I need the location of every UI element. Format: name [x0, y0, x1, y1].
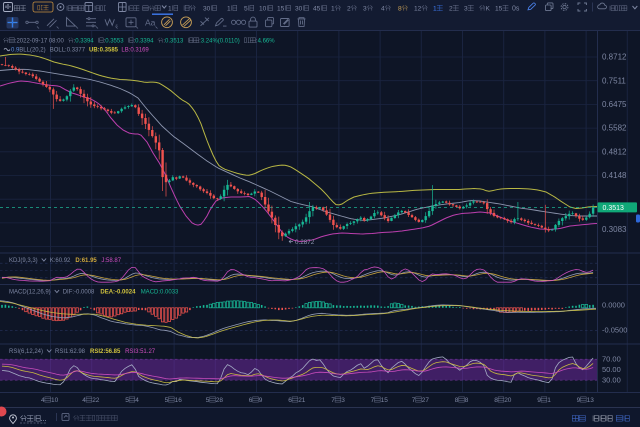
svg-text::: : [199, 39, 201, 45]
svg-text:0.3513: 0.3513 [603, 205, 625, 212]
svg-text:RSI1:62.98: RSI1:62.98 [55, 349, 86, 355]
svg-text:21: 21 [298, 397, 306, 404]
svg-text:3: 3 [363, 6, 367, 13]
svg-text:0.6475: 0.6475 [602, 100, 627, 109]
svg-text:...: ... [41, 416, 47, 423]
svg-text:D:61.95: D:61.95 [75, 258, 97, 264]
svg-text:0.2872: 0.2872 [295, 239, 315, 246]
svg-text:0.5582: 0.5582 [602, 124, 627, 133]
svg-text::2022-09-17 08:00: :2022-09-17 08:00 [15, 39, 65, 45]
svg-text:9: 9 [537, 397, 541, 404]
svg-text:LB:0.3169: LB:0.3169 [121, 48, 149, 54]
svg-text:13: 13 [587, 397, 595, 404]
svg-text:15: 15 [277, 6, 285, 13]
svg-text:30: 30 [203, 6, 211, 13]
svg-text:-0.0500: -0.0500 [602, 326, 627, 335]
svg-text:3.24%(0.0110): 3.24%(0.0110) [201, 39, 240, 45]
svg-text:8: 8 [455, 397, 459, 404]
svg-text:5: 5 [125, 397, 129, 404]
svg-text:28: 28 [216, 397, 224, 404]
svg-text:0.4812: 0.4812 [602, 147, 627, 156]
svg-text:8: 8 [465, 397, 469, 404]
svg-text:5: 5 [165, 397, 169, 404]
svg-text:BLL(20,2): BLL(20,2) [19, 48, 45, 54]
svg-text:Aa: Aa [145, 18, 156, 28]
svg-text:15: 15 [381, 397, 389, 404]
svg-text:J:58.87: J:58.87 [101, 258, 121, 264]
svg-text:1: 1 [433, 6, 437, 13]
svg-text:10: 10 [51, 397, 59, 404]
svg-text:8: 8 [494, 397, 498, 404]
svg-text:22: 22 [92, 397, 100, 404]
svg-text:s: s [116, 23, 119, 28]
svg-text:0.3083: 0.3083 [602, 225, 627, 234]
svg-text:MACD:0.0033: MACD:0.0033 [141, 290, 179, 296]
svg-text:0s: 0s [512, 6, 520, 13]
svg-text:70.00: 70.00 [602, 355, 621, 364]
svg-text:27: 27 [422, 397, 430, 404]
svg-text:4: 4 [41, 397, 45, 404]
svg-text:K: K [486, 6, 491, 13]
svg-text:K:60.92: K:60.92 [50, 258, 71, 264]
svg-text:50.00: 50.00 [602, 365, 621, 374]
svg-text:1: 1 [168, 6, 172, 13]
svg-text:0.4148: 0.4148 [602, 171, 627, 180]
svg-text:7: 7 [371, 397, 375, 404]
svg-text:UB:0.3585: UB:0.3585 [89, 48, 119, 54]
svg-text:6: 6 [288, 397, 292, 404]
svg-text:1: 1 [331, 6, 335, 13]
svg-text:0.7511: 0.7511 [602, 76, 626, 85]
svg-text:0.0000: 0.0000 [602, 301, 625, 310]
svg-text:7: 7 [331, 397, 335, 404]
svg-text:16: 16 [175, 397, 183, 404]
svg-text:45: 45 [313, 6, 321, 13]
svg-text:20: 20 [504, 397, 512, 404]
svg-text:4: 4 [381, 6, 385, 13]
svg-text::: : [74, 39, 76, 45]
svg-text::: : [256, 39, 258, 45]
svg-text:KDJ(9,3,3): KDJ(9,3,3) [9, 258, 38, 264]
svg-text:9: 9 [577, 397, 581, 404]
svg-text:30: 30 [295, 6, 303, 13]
svg-text:30.00: 30.00 [602, 376, 621, 385]
svg-text::: : [104, 39, 106, 45]
svg-text:9: 9 [259, 397, 263, 404]
svg-text:5: 5 [206, 397, 210, 404]
svg-text:MACD(12,26,9): MACD(12,26,9) [9, 290, 51, 296]
svg-text:DEA:-0.0024: DEA:-0.0024 [100, 290, 136, 296]
svg-text:4: 4 [82, 397, 86, 404]
svg-text:12: 12 [414, 6, 422, 13]
svg-text:BOLL:0.3377: BOLL:0.3377 [50, 48, 86, 54]
svg-text:0.3553: 0.3553 [105, 39, 124, 45]
svg-text:4: 4 [135, 397, 139, 404]
svg-text:1: 1 [227, 6, 231, 13]
svg-text:15: 15 [495, 6, 503, 13]
svg-text::: : [163, 39, 165, 45]
svg-text:3: 3 [341, 397, 345, 404]
svg-text::: : [134, 39, 136, 45]
svg-text:3: 3 [464, 6, 468, 13]
svg-text:5: 5 [244, 6, 248, 13]
svg-text:0.9: 0.9 [11, 48, 20, 54]
svg-text:RSI3:51.27: RSI3:51.27 [125, 349, 156, 355]
svg-text:2: 2 [347, 6, 351, 13]
svg-text:0.3394: 0.3394 [75, 39, 94, 45]
svg-text:0.8712: 0.8712 [602, 53, 627, 62]
svg-text:6: 6 [249, 397, 253, 404]
svg-text:2: 2 [449, 6, 453, 13]
svg-text:RSI2:56.85: RSI2:56.85 [90, 349, 121, 355]
svg-text:8: 8 [398, 6, 402, 13]
svg-text:10: 10 [259, 6, 267, 13]
svg-text:7: 7 [412, 397, 416, 404]
svg-text:1: 1 [547, 397, 551, 404]
svg-text:4.66%: 4.66% [258, 39, 276, 45]
svg-text:DIF:-0.0008: DIF:-0.0008 [63, 290, 95, 296]
svg-text:0.3513: 0.3513 [165, 39, 184, 45]
svg-text:RSI(6,12,24): RSI(6,12,24) [9, 349, 43, 355]
svg-text:0.3394: 0.3394 [135, 39, 154, 45]
